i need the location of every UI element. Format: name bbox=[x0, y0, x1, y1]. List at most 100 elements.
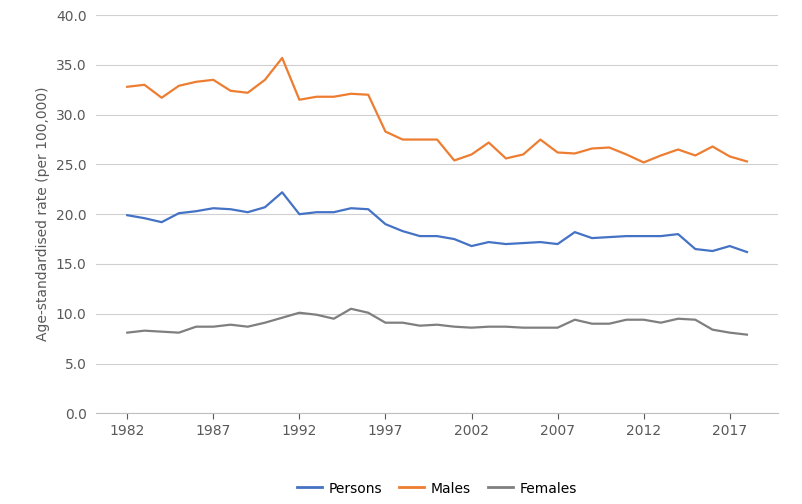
Males bbox=[467, 151, 476, 157]
Persons bbox=[123, 212, 132, 218]
Males bbox=[398, 137, 407, 143]
Females bbox=[484, 324, 493, 330]
Males bbox=[691, 152, 700, 158]
Males bbox=[312, 94, 322, 100]
Females bbox=[191, 324, 200, 330]
Males bbox=[707, 144, 717, 150]
Persons bbox=[346, 205, 356, 211]
Females bbox=[398, 320, 407, 326]
Females bbox=[639, 317, 649, 323]
Females bbox=[243, 324, 253, 330]
Males bbox=[225, 88, 235, 94]
Persons bbox=[312, 209, 322, 215]
Persons bbox=[174, 210, 184, 216]
Persons bbox=[243, 209, 253, 215]
Males bbox=[553, 150, 562, 156]
Persons bbox=[363, 206, 373, 212]
Females bbox=[587, 321, 597, 327]
Persons bbox=[639, 233, 649, 239]
Persons bbox=[157, 219, 167, 225]
Males bbox=[260, 77, 269, 83]
Persons bbox=[501, 241, 511, 247]
Females bbox=[622, 317, 631, 323]
Persons bbox=[518, 240, 528, 246]
Females bbox=[605, 321, 614, 327]
Females bbox=[742, 332, 751, 338]
Males bbox=[742, 158, 751, 164]
Females bbox=[707, 327, 717, 333]
Females bbox=[553, 325, 562, 331]
Males bbox=[536, 137, 545, 143]
Females bbox=[225, 322, 235, 328]
Persons bbox=[622, 233, 631, 239]
Males bbox=[329, 94, 338, 100]
Y-axis label: Age-standardised rate (per 100,000): Age-standardised rate (per 100,000) bbox=[36, 87, 51, 341]
Males bbox=[209, 77, 218, 83]
Persons bbox=[191, 208, 200, 214]
Females bbox=[312, 311, 322, 318]
Males bbox=[501, 155, 511, 161]
Males bbox=[432, 137, 442, 143]
Persons bbox=[707, 248, 717, 254]
Females bbox=[518, 325, 528, 331]
Females bbox=[501, 324, 511, 330]
Persons bbox=[225, 206, 235, 212]
Males bbox=[656, 152, 666, 158]
Persons bbox=[605, 234, 614, 240]
Persons bbox=[570, 229, 580, 235]
Persons bbox=[449, 236, 459, 242]
Females bbox=[415, 323, 425, 329]
Males bbox=[191, 79, 200, 85]
Males bbox=[140, 82, 149, 88]
Persons bbox=[277, 190, 287, 196]
Males bbox=[277, 55, 287, 61]
Males bbox=[725, 153, 735, 159]
Persons bbox=[484, 239, 493, 245]
Females bbox=[536, 325, 545, 331]
Males bbox=[415, 137, 425, 143]
Females bbox=[381, 320, 391, 326]
Females bbox=[674, 316, 683, 322]
Males bbox=[174, 83, 184, 89]
Females bbox=[449, 324, 459, 330]
Males bbox=[639, 159, 649, 165]
Males bbox=[123, 84, 132, 90]
Females bbox=[725, 330, 735, 336]
Legend: Persons, Males, Females: Persons, Males, Females bbox=[291, 476, 583, 501]
Males bbox=[363, 92, 373, 98]
Males bbox=[622, 151, 631, 157]
Males bbox=[157, 95, 167, 101]
Persons bbox=[415, 233, 425, 239]
Line: Females: Females bbox=[128, 309, 747, 335]
Line: Males: Males bbox=[128, 58, 747, 162]
Females bbox=[691, 317, 700, 323]
Persons bbox=[398, 228, 407, 234]
Persons bbox=[587, 235, 597, 241]
Males bbox=[381, 129, 391, 135]
Females bbox=[294, 310, 304, 316]
Females bbox=[363, 310, 373, 316]
Persons bbox=[294, 211, 304, 217]
Persons bbox=[140, 215, 149, 221]
Males bbox=[346, 91, 356, 97]
Persons bbox=[742, 249, 751, 255]
Persons bbox=[553, 241, 562, 247]
Persons bbox=[432, 233, 442, 239]
Persons bbox=[691, 246, 700, 252]
Females bbox=[346, 306, 356, 312]
Males bbox=[449, 157, 459, 163]
Males bbox=[674, 147, 683, 153]
Persons bbox=[209, 205, 218, 211]
Females bbox=[174, 330, 184, 336]
Females bbox=[140, 328, 149, 334]
Persons bbox=[467, 243, 476, 249]
Males bbox=[518, 151, 528, 157]
Males bbox=[570, 151, 580, 157]
Females bbox=[123, 330, 132, 336]
Males bbox=[605, 145, 614, 151]
Females bbox=[656, 320, 666, 326]
Females bbox=[209, 324, 218, 330]
Persons bbox=[725, 243, 735, 249]
Males bbox=[587, 146, 597, 152]
Males bbox=[294, 97, 304, 103]
